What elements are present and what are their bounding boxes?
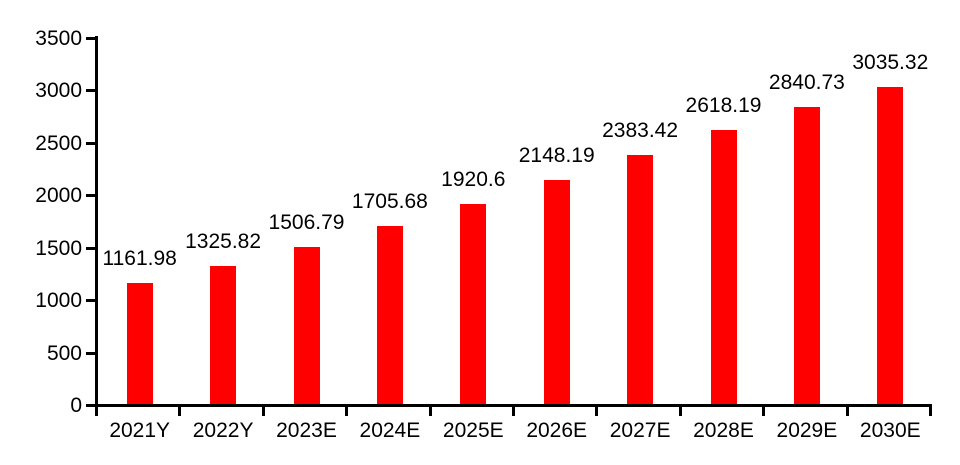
y-axis-tick: [86, 141, 95, 145]
x-category-label: 2027E: [609, 419, 671, 442]
bar-value-label: 2618.19: [685, 94, 762, 118]
bar-value-label: 1506.79: [268, 211, 345, 234]
x-axis-tick: [95, 407, 98, 416]
y-axis-tick: [86, 194, 95, 198]
bar-value-label: 2148.19: [518, 143, 595, 167]
y-axis-tick: [86, 404, 95, 407]
bar: [877, 86, 904, 404]
y-tick-label: 3500: [35, 27, 82, 50]
bar-value-label: 1161.98: [102, 247, 177, 271]
x-axis-tick: [678, 407, 682, 416]
y-tick-label: 1000: [35, 289, 82, 313]
bar-value-label: 2383.42: [602, 119, 679, 143]
x-axis-tick: [261, 407, 265, 416]
x-axis-tick: [512, 407, 515, 416]
y-tick-label: 3000: [35, 79, 82, 103]
x-category-label: 2023E: [276, 419, 337, 442]
bar: [543, 179, 570, 404]
x-category-label: 2021Y: [109, 419, 171, 442]
y-tick-label: 2000: [35, 184, 82, 208]
bar-value-label: 1920.6: [441, 167, 506, 191]
x-axis-tick: [428, 407, 432, 416]
y-axis-tick: [86, 89, 95, 93]
y-tick-label: 0: [70, 394, 82, 417]
x-axis-tick: [178, 407, 182, 416]
bar-value-label: 2840.73: [768, 71, 845, 95]
y-axis-tick: [86, 299, 95, 303]
x-axis-tick: [345, 407, 349, 416]
y-tick-label: 500: [46, 341, 82, 365]
bar-value-label: 1705.68: [351, 190, 428, 214]
y-axis-line: [95, 36, 98, 408]
x-category-label: 2030E: [859, 419, 921, 442]
x-category-label: 2029E: [776, 419, 838, 442]
y-tick-label: 2500: [35, 131, 82, 155]
bar: [710, 130, 737, 404]
x-category-label: 2024E: [359, 419, 421, 442]
x-axis-line: [95, 404, 932, 407]
x-category-label: 2026E: [526, 419, 588, 442]
y-tick-label: 1500: [35, 236, 82, 260]
bar-value-label: 3035.32: [852, 50, 929, 74]
y-axis-tick: [86, 246, 95, 250]
bar: [293, 247, 320, 404]
x-axis-tick: [845, 407, 849, 416]
bar: [460, 203, 487, 404]
bar: [793, 107, 820, 404]
bar-value-label: 1325.82: [185, 229, 262, 253]
x-axis-tick: [762, 407, 766, 416]
bar: [210, 265, 237, 404]
bar: [627, 155, 654, 404]
x-category-label: 2025E: [442, 419, 504, 442]
x-category-label: 2022Y: [192, 419, 254, 442]
bar: [126, 283, 153, 404]
y-axis-tick: [86, 37, 95, 40]
x-axis-tick: [595, 407, 599, 416]
x-category-label: 2028E: [693, 419, 754, 442]
x-axis-tick: [929, 407, 932, 416]
y-axis-tick: [86, 351, 95, 355]
bar: [376, 226, 403, 404]
